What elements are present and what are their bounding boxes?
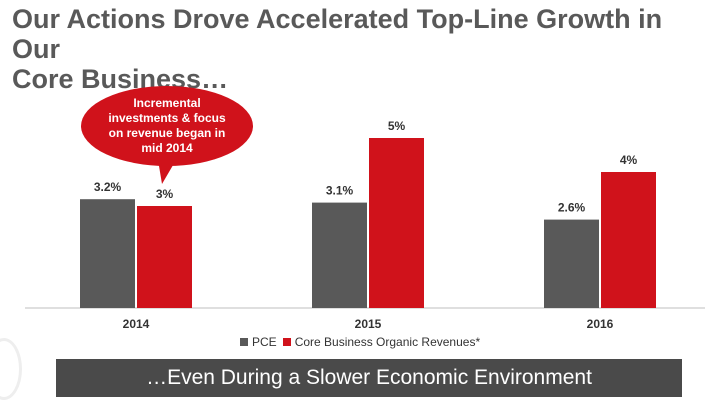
page-title: Our Actions Drove Accelerated Top-Line G…: [12, 4, 702, 94]
banner: …Even During a Slower Economic Environme…: [56, 359, 682, 397]
callout-pointer: [158, 160, 176, 184]
data-label-core-revenues-2016: 4%: [620, 153, 638, 167]
decorative-circle: [0, 338, 22, 400]
legend-swatch-core-revenues: [282, 338, 291, 346]
data-label-pce-2015: 3.1%: [326, 184, 354, 198]
bar-pce-2014: [80, 199, 135, 308]
x-tick-2014: 2014: [123, 317, 150, 331]
callout-line-3: on revenue began in: [109, 126, 226, 140]
bar-pce-2015: [312, 202, 367, 308]
bar-core-revenues-2016: [601, 172, 656, 308]
bar-core-revenues-2015: [369, 138, 424, 308]
legend-label-pce: PCE: [252, 335, 277, 349]
legend-swatch-pce: [240, 338, 248, 346]
legend-label-core-revenues: Core Business Organic Revenues*: [294, 335, 481, 349]
callout-bubble-shape: [81, 86, 253, 166]
bar-core-revenues-2014: [137, 206, 192, 308]
chart-legend: PCE Core Business Organic Revenues*: [240, 335, 486, 349]
x-tick-2015: 2015: [355, 317, 382, 331]
title-line-1: Our Actions Drove Accelerated Top-Line G…: [12, 4, 663, 64]
legend-item-core-revenues: Core Business Organic Revenues*: [282, 335, 481, 349]
data-label-core-revenues-2014: 3%: [156, 187, 174, 201]
bar-chart: 3.2% 3% 2014 3.1% 5% 2015 2.6% 4% 2016 Incrementa…: [25, 86, 705, 331]
callout-line-4: mid 2014: [141, 141, 193, 155]
data-label-core-revenues-2015: 5%: [388, 119, 406, 133]
data-label-pce-2014: 3.2%: [94, 180, 122, 194]
callout-line-1: Incremental: [133, 96, 200, 110]
data-label-pce-2016: 2.6%: [558, 201, 586, 215]
legend-item-pce: PCE: [240, 335, 277, 349]
callout-line-2: investments & focus: [108, 111, 226, 125]
bar-pce-2016: [544, 219, 599, 308]
x-tick-2016: 2016: [587, 317, 614, 331]
